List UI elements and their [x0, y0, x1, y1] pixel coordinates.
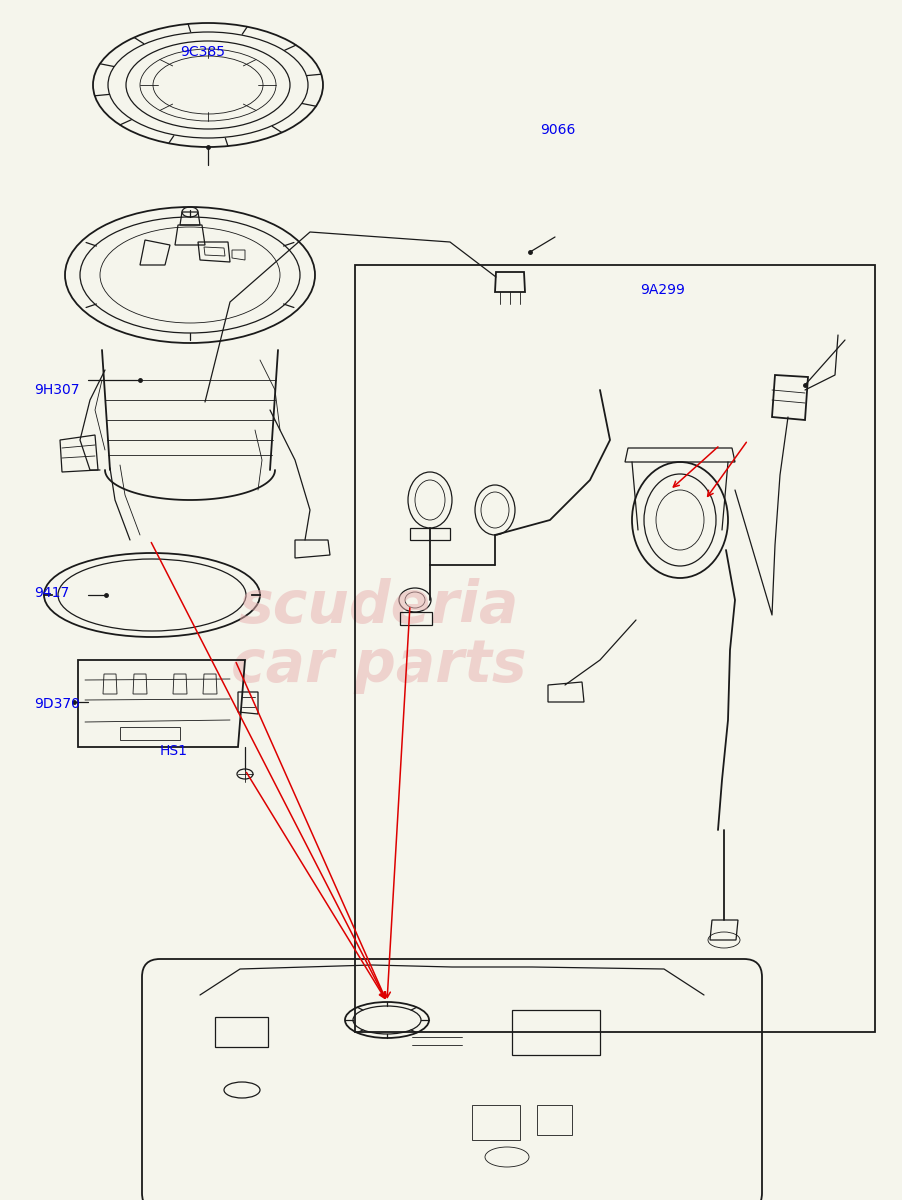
Text: 9C385: 9C385	[180, 44, 226, 59]
Text: 9A299: 9A299	[640, 283, 686, 298]
Text: 9066: 9066	[539, 122, 575, 137]
Text: 9D370: 9D370	[34, 697, 80, 712]
Text: car parts: car parts	[231, 637, 527, 695]
Text: 9H307: 9H307	[34, 383, 79, 397]
Text: 9417: 9417	[34, 586, 69, 600]
Text: scuderia: scuderia	[239, 577, 519, 635]
Text: HS1: HS1	[159, 744, 188, 758]
